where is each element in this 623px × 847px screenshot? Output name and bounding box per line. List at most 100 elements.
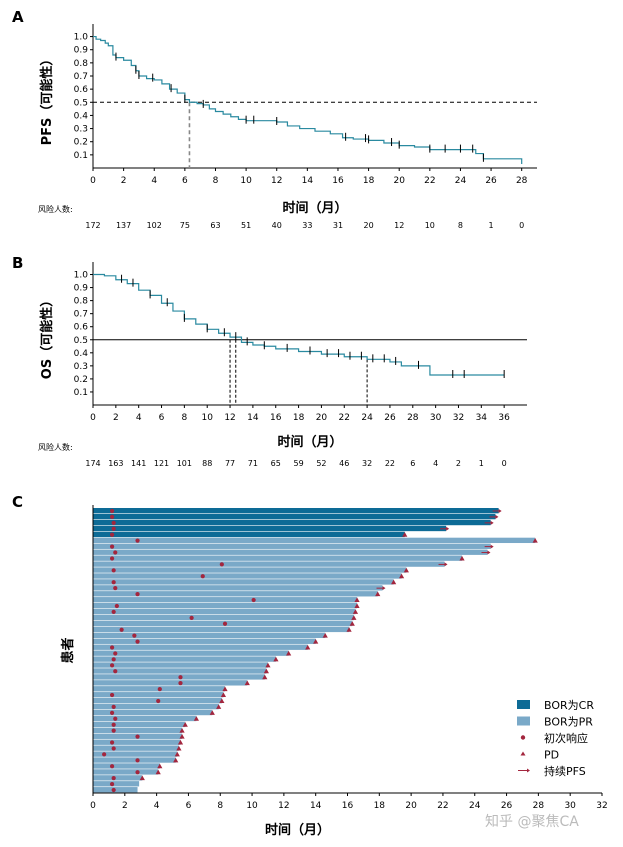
pfs-x-tick-label: 18 xyxy=(363,176,375,186)
pd-triangle xyxy=(219,698,225,703)
response-dot xyxy=(111,580,116,585)
os-risk-number: 0 xyxy=(502,459,507,468)
pfs-risk-number: 1 xyxy=(489,221,494,230)
swimmer-bar xyxy=(93,656,276,662)
swimmer-x-tick-label: 4 xyxy=(154,801,160,811)
response-dot xyxy=(111,704,116,710)
response-dot xyxy=(135,758,140,763)
pfs-x-tick-label: 28 xyxy=(516,176,528,186)
pfs-risk-number: 102 xyxy=(147,221,162,230)
pfs-risk-number: 51 xyxy=(241,221,251,230)
swimmer-bar xyxy=(93,692,224,698)
pfs-x-tick-label: 22 xyxy=(424,176,435,186)
response-dot xyxy=(111,520,116,525)
response-dot xyxy=(135,639,140,644)
pfs-risk-number: 10 xyxy=(425,221,435,230)
ongoing-pfs-arrowhead xyxy=(444,562,448,567)
pd-triangle xyxy=(349,621,355,626)
response-dot xyxy=(109,781,115,787)
pd-triangle xyxy=(402,532,408,537)
swimmer-bar xyxy=(93,769,159,775)
swimmer-bar xyxy=(93,597,358,603)
pfs-risk-number: 40 xyxy=(272,221,282,230)
response-dot xyxy=(111,728,116,733)
os-x-tick-label: 18 xyxy=(293,413,305,423)
os-x-tick-label: 32 xyxy=(453,413,464,423)
os-risk-number: 174 xyxy=(85,459,100,468)
os-risk-number: 88 xyxy=(202,459,212,468)
legend-label: 持续PFS xyxy=(544,764,586,778)
swimmer-bar xyxy=(93,703,219,710)
response-dot xyxy=(111,526,116,531)
response-dot xyxy=(135,538,140,543)
pfs-x-tick-label: 4 xyxy=(151,176,157,186)
swimmer-bar xyxy=(93,508,499,514)
pfs-risk-number: 0 xyxy=(519,221,524,230)
pfs-curve xyxy=(93,35,523,165)
response-dot xyxy=(111,746,116,751)
swimmer-x-tick-label: 0 xyxy=(90,801,96,811)
os-y-tick-label: 0.8 xyxy=(74,297,89,307)
response-dot xyxy=(111,787,116,793)
pd-triangle xyxy=(403,567,409,573)
response-dot xyxy=(102,752,107,757)
os-y-tick-label: 0.7 xyxy=(74,310,88,320)
pd-triangle xyxy=(346,627,352,632)
os-x-tick-label: 22 xyxy=(339,413,350,423)
response-dot xyxy=(109,663,115,668)
swimmer-x-tick-label: 10 xyxy=(246,801,258,811)
ongoing-pfs-arrowhead xyxy=(490,544,494,549)
pfs-x-tick-label: 10 xyxy=(240,176,252,186)
pd-triangle xyxy=(216,704,222,709)
swimmer-bar xyxy=(93,620,353,627)
os-y-tick-label: 1.0 xyxy=(74,271,89,281)
response-dot xyxy=(109,508,115,514)
response-dot xyxy=(111,609,116,615)
swimmer-bar xyxy=(93,555,463,561)
os-x-tick-label: 36 xyxy=(498,413,510,423)
pd-triangle xyxy=(354,603,360,608)
os-x-tick-label: 26 xyxy=(384,413,396,423)
pfs-risk-number: 31 xyxy=(333,221,343,230)
response-dot xyxy=(135,770,140,775)
os-y-tick-label: 0.2 xyxy=(74,375,88,385)
response-dot xyxy=(113,586,118,591)
os-risk-number: 22 xyxy=(385,459,395,468)
response-dot xyxy=(135,591,140,597)
response-dot xyxy=(113,716,118,721)
response-dot xyxy=(200,574,205,579)
os-risk-number: 59 xyxy=(293,459,303,468)
response-dot xyxy=(132,633,137,638)
legend-label: BOR为CR xyxy=(544,699,594,712)
os-y-tick-label: 0.4 xyxy=(74,349,89,359)
response-dot xyxy=(111,568,116,573)
pfs-risk-number: 172 xyxy=(85,221,100,230)
os-curve xyxy=(93,273,505,376)
pd-triangle xyxy=(313,638,319,644)
pfs-risk-number: 137 xyxy=(116,221,131,230)
pfs-y-tick-label: 0.7 xyxy=(74,72,88,82)
swimmer-bar xyxy=(93,680,248,686)
os-risk-number: 141 xyxy=(131,459,146,468)
pfs-y-tick-label: 0.8 xyxy=(74,59,89,69)
swimmer-bar xyxy=(93,537,536,544)
swimmer-x-tick-label: 28 xyxy=(533,801,545,811)
response-dot xyxy=(113,669,118,674)
swimmer-x-tick-label: 26 xyxy=(501,801,513,811)
response-dot xyxy=(219,562,224,567)
os-x-tick-label: 14 xyxy=(247,413,259,423)
swimmer-bar xyxy=(93,757,176,763)
pfs-x-tick-label: 12 xyxy=(271,176,282,186)
swimmer-bar xyxy=(93,781,140,787)
swimmer-x-tick-label: 16 xyxy=(342,801,354,811)
swimmer-x-tick-label: 20 xyxy=(405,801,417,811)
pd-triangle xyxy=(155,769,161,775)
panel-label-c: C xyxy=(12,493,23,511)
pd-triangle xyxy=(262,674,268,680)
swimmer-bar xyxy=(93,650,289,656)
pfs-x-tick-label: 24 xyxy=(455,176,467,186)
response-dot xyxy=(251,597,256,603)
response-dot xyxy=(178,675,183,680)
legend-label: BOR为PR xyxy=(544,716,593,729)
